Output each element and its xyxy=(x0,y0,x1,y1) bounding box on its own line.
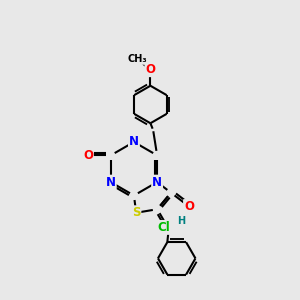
Text: CH₃: CH₃ xyxy=(127,54,147,64)
Text: O: O xyxy=(184,200,194,213)
Text: N: N xyxy=(106,176,116,189)
Text: S: S xyxy=(132,206,140,219)
Text: N: N xyxy=(152,176,162,189)
Text: H: H xyxy=(177,216,185,226)
Text: Cl: Cl xyxy=(157,221,170,234)
Text: N: N xyxy=(129,136,139,148)
Text: O: O xyxy=(83,149,93,162)
Text: O: O xyxy=(146,63,155,76)
